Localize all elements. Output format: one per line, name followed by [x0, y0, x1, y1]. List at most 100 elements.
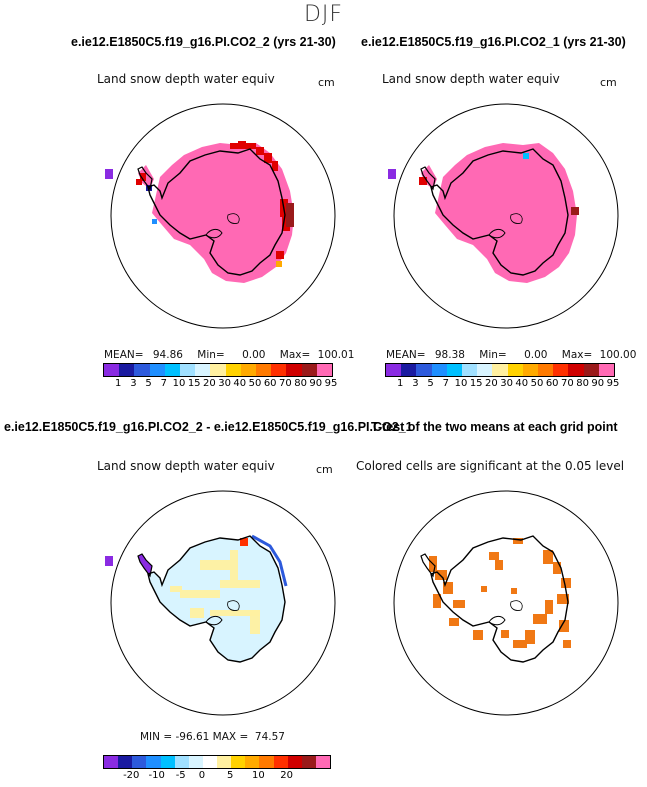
- significant-cell: [435, 570, 447, 580]
- run1-min: 0.00: [524, 349, 548, 361]
- run2-mean-label: MEAN=: [104, 349, 144, 361]
- difference-cell: [180, 590, 220, 598]
- run1-units: cm: [600, 76, 617, 89]
- coastline: [430, 148, 569, 276]
- colorbar-tick-label: 10: [172, 378, 186, 389]
- coastal-cell: [523, 153, 529, 159]
- colorbar-tick-label: 20: [485, 378, 498, 389]
- colorbar-swatch: [119, 364, 135, 376]
- run1-title: e.ie12.E1850C5.f19_g16.PI.CO2_1 (yrs 21-…: [361, 35, 626, 49]
- coastal-cell: [230, 143, 238, 149]
- significant-cell: [543, 550, 553, 564]
- colorbar-swatch: [446, 364, 463, 376]
- run2-subtitle: Land snow depth water equiv: [97, 72, 275, 86]
- colorbar-swatch: [271, 364, 287, 376]
- coastline: [147, 148, 286, 276]
- run1-min-label: Min=: [479, 349, 507, 361]
- diff-stats: MIN = -96.61 MAX = 74.57: [140, 731, 285, 743]
- colorbar-tick-label: 20: [280, 770, 293, 781]
- run2-max: 100.01: [317, 349, 355, 361]
- coastal-cell: [152, 219, 157, 224]
- diff-units: cm: [316, 463, 333, 476]
- ice-rise-outline: [227, 213, 240, 224]
- diff-map: [105, 490, 336, 716]
- run1-map: [388, 103, 619, 329]
- colorbar-tick-label: 5: [427, 378, 434, 389]
- peninsula-coastline: [420, 553, 436, 578]
- island-cell: [105, 169, 113, 179]
- colorbar-tick-label: 90: [309, 378, 323, 389]
- colorbar-swatch: [104, 364, 120, 376]
- colorbar-tick-label: -5: [175, 770, 186, 781]
- peninsula-coastline: [420, 166, 436, 191]
- season-title: DJF: [303, 2, 344, 27]
- colorbar-swatch: [583, 364, 599, 376]
- difference-cell: [210, 610, 260, 616]
- coastal-cell: [256, 147, 264, 155]
- ross-shelf-line: [488, 615, 506, 626]
- colorbar-swatch: [149, 364, 165, 376]
- colorbar-swatch: [301, 364, 317, 376]
- significant-cell: [511, 588, 517, 594]
- colorbar-tick-label: 80: [294, 378, 307, 389]
- significant-cell: [449, 618, 459, 626]
- colorbar-tick-label: 50: [248, 378, 262, 389]
- colorbar-swatch: [315, 756, 330, 768]
- colorbar-tick-label: 30: [500, 378, 513, 389]
- colorbar-swatch: [210, 364, 226, 376]
- difference-cell: [190, 608, 204, 618]
- coastal-cell: [238, 141, 246, 149]
- colorbar-tick-label: 90: [591, 378, 605, 389]
- difference-cell: [220, 580, 260, 588]
- run2-stats: MEAN= 94.86 Min= 0.00 Max= 100.01: [104, 349, 354, 361]
- colorbar-tick-label: -20: [123, 770, 140, 781]
- colorbar-swatch: [431, 364, 447, 376]
- colorbar-swatch: [188, 756, 203, 768]
- colorbar-tick-label: 40: [515, 378, 529, 389]
- island-cell: [105, 556, 113, 566]
- colorbar-tick-label: 0: [198, 770, 206, 781]
- colorbar-tick-label: 60: [263, 378, 277, 389]
- significant-cell: [495, 560, 503, 570]
- peninsula-field: [138, 554, 152, 576]
- coastline: [430, 535, 569, 663]
- ttest-title: T-test of the two means at each grid poi…: [371, 420, 618, 434]
- difference-cell: [250, 610, 260, 634]
- run2-min: 0.00: [242, 349, 266, 361]
- coastal-cell: [276, 251, 284, 259]
- run1-colorbar: [385, 363, 615, 377]
- colorbar-swatch: [118, 756, 133, 768]
- colorbar-swatch: [134, 364, 150, 376]
- run1-max: 100.00: [599, 349, 637, 361]
- run1-max-label: Max=: [561, 349, 593, 361]
- significant-cell: [453, 600, 465, 608]
- run2-map: [105, 103, 336, 329]
- colorbar-swatch: [231, 756, 246, 768]
- colorbar-swatch: [416, 364, 432, 376]
- coastline: [147, 535, 286, 663]
- colorbar-tick-label: 95: [606, 378, 620, 389]
- significant-cell: [561, 578, 571, 588]
- colorbar-tick-label: 30: [218, 378, 231, 389]
- peninsula-coastline: [137, 166, 153, 191]
- colorbar-tick-label: 10: [454, 378, 468, 389]
- run2-colorbar: [103, 363, 333, 377]
- colorbar-swatch: [301, 756, 316, 768]
- colorbar-swatch: [522, 364, 539, 376]
- run1-stats: MEAN= 98.38 Min= 0.00 Max= 100.00: [386, 349, 636, 361]
- colorbar-swatch: [146, 756, 161, 768]
- significant-cell: [513, 640, 527, 648]
- colorbar-tick-label: 70: [561, 378, 574, 389]
- colorbar-tick-label: 3: [130, 378, 137, 389]
- run2-units: cm: [318, 76, 335, 89]
- colorbar-swatch: [287, 756, 302, 768]
- map-boundary: [393, 490, 619, 716]
- difference-cell: [200, 560, 230, 570]
- snow-depth-field: [152, 143, 294, 283]
- colorbar-swatch: [245, 756, 260, 768]
- ice-rise-outline: [510, 213, 523, 224]
- significant-cell: [525, 630, 535, 644]
- colorbar-swatch: [492, 364, 508, 376]
- colorbar-swatch: [477, 364, 493, 376]
- significant-cell: [559, 620, 569, 632]
